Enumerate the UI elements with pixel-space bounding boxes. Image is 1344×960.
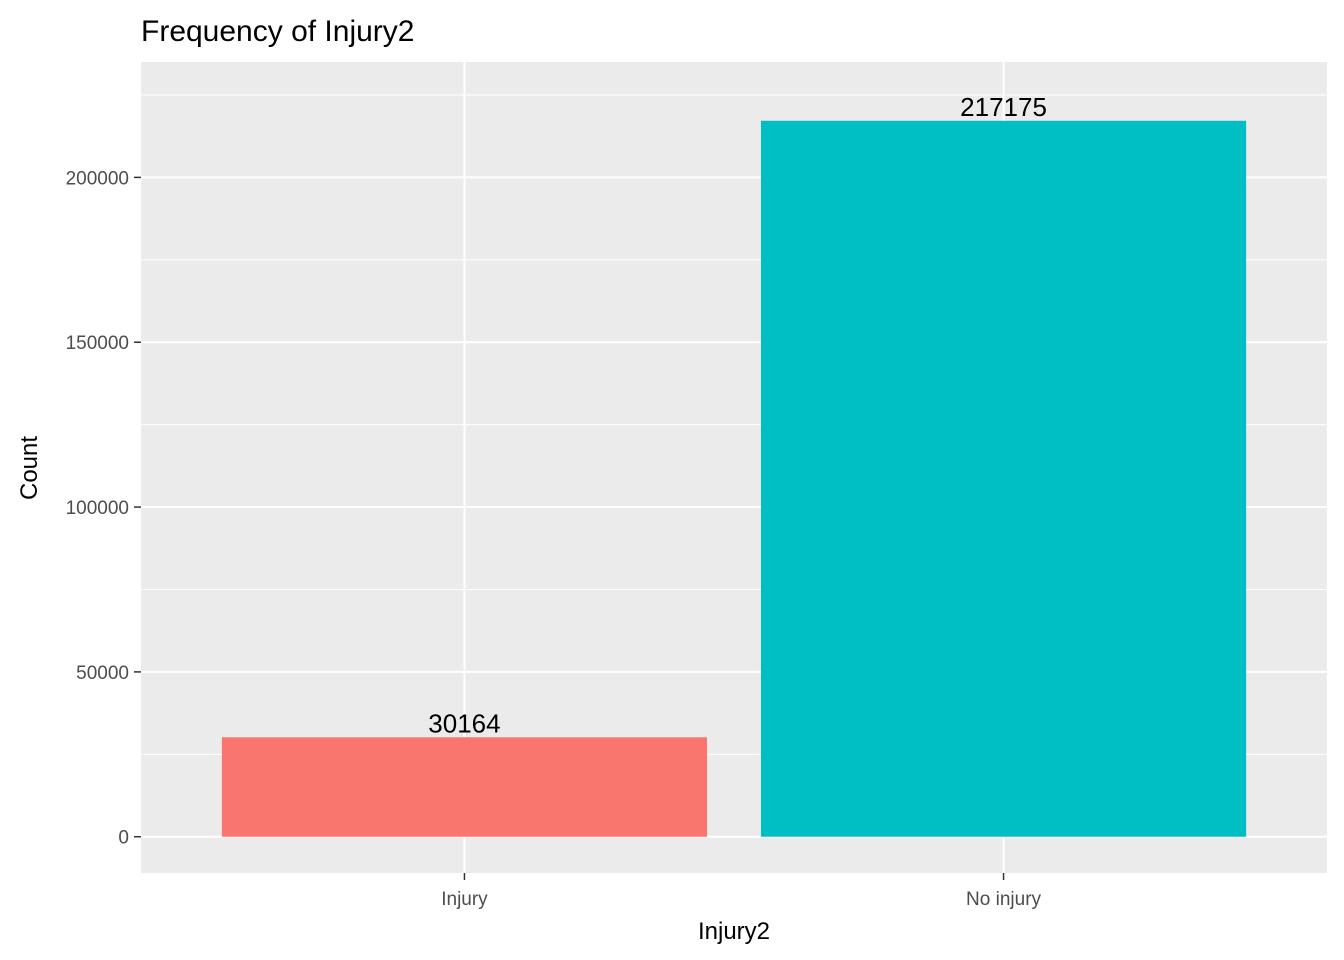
bar-value-labels: 30164 217175 [428, 92, 1047, 739]
y-axis-title: Count [16, 436, 43, 500]
bar-no-injury [760, 120, 1247, 837]
chart-title: Frequency of Injury2 [141, 15, 414, 48]
bar-injury [221, 737, 708, 837]
x-axis-title: Injury2 [698, 918, 770, 945]
y-tick-label: 200000 [66, 168, 129, 189]
y-axis-ticks: 0 50000 100000 150000 200000 [66, 168, 141, 849]
y-tick-label: 0 [118, 828, 129, 849]
y-tick-label: 100000 [66, 498, 129, 519]
bars [221, 120, 1247, 837]
y-tick-label: 50000 [76, 663, 129, 684]
x-tick-label: No injury [966, 889, 1041, 910]
bar-value-label: 30164 [428, 708, 500, 738]
bar-value-label: 217175 [960, 92, 1047, 122]
y-tick-label: 150000 [66, 333, 129, 354]
x-axis-ticks: Injury No injury [441, 873, 1042, 910]
x-tick-label: Injury [441, 889, 488, 910]
